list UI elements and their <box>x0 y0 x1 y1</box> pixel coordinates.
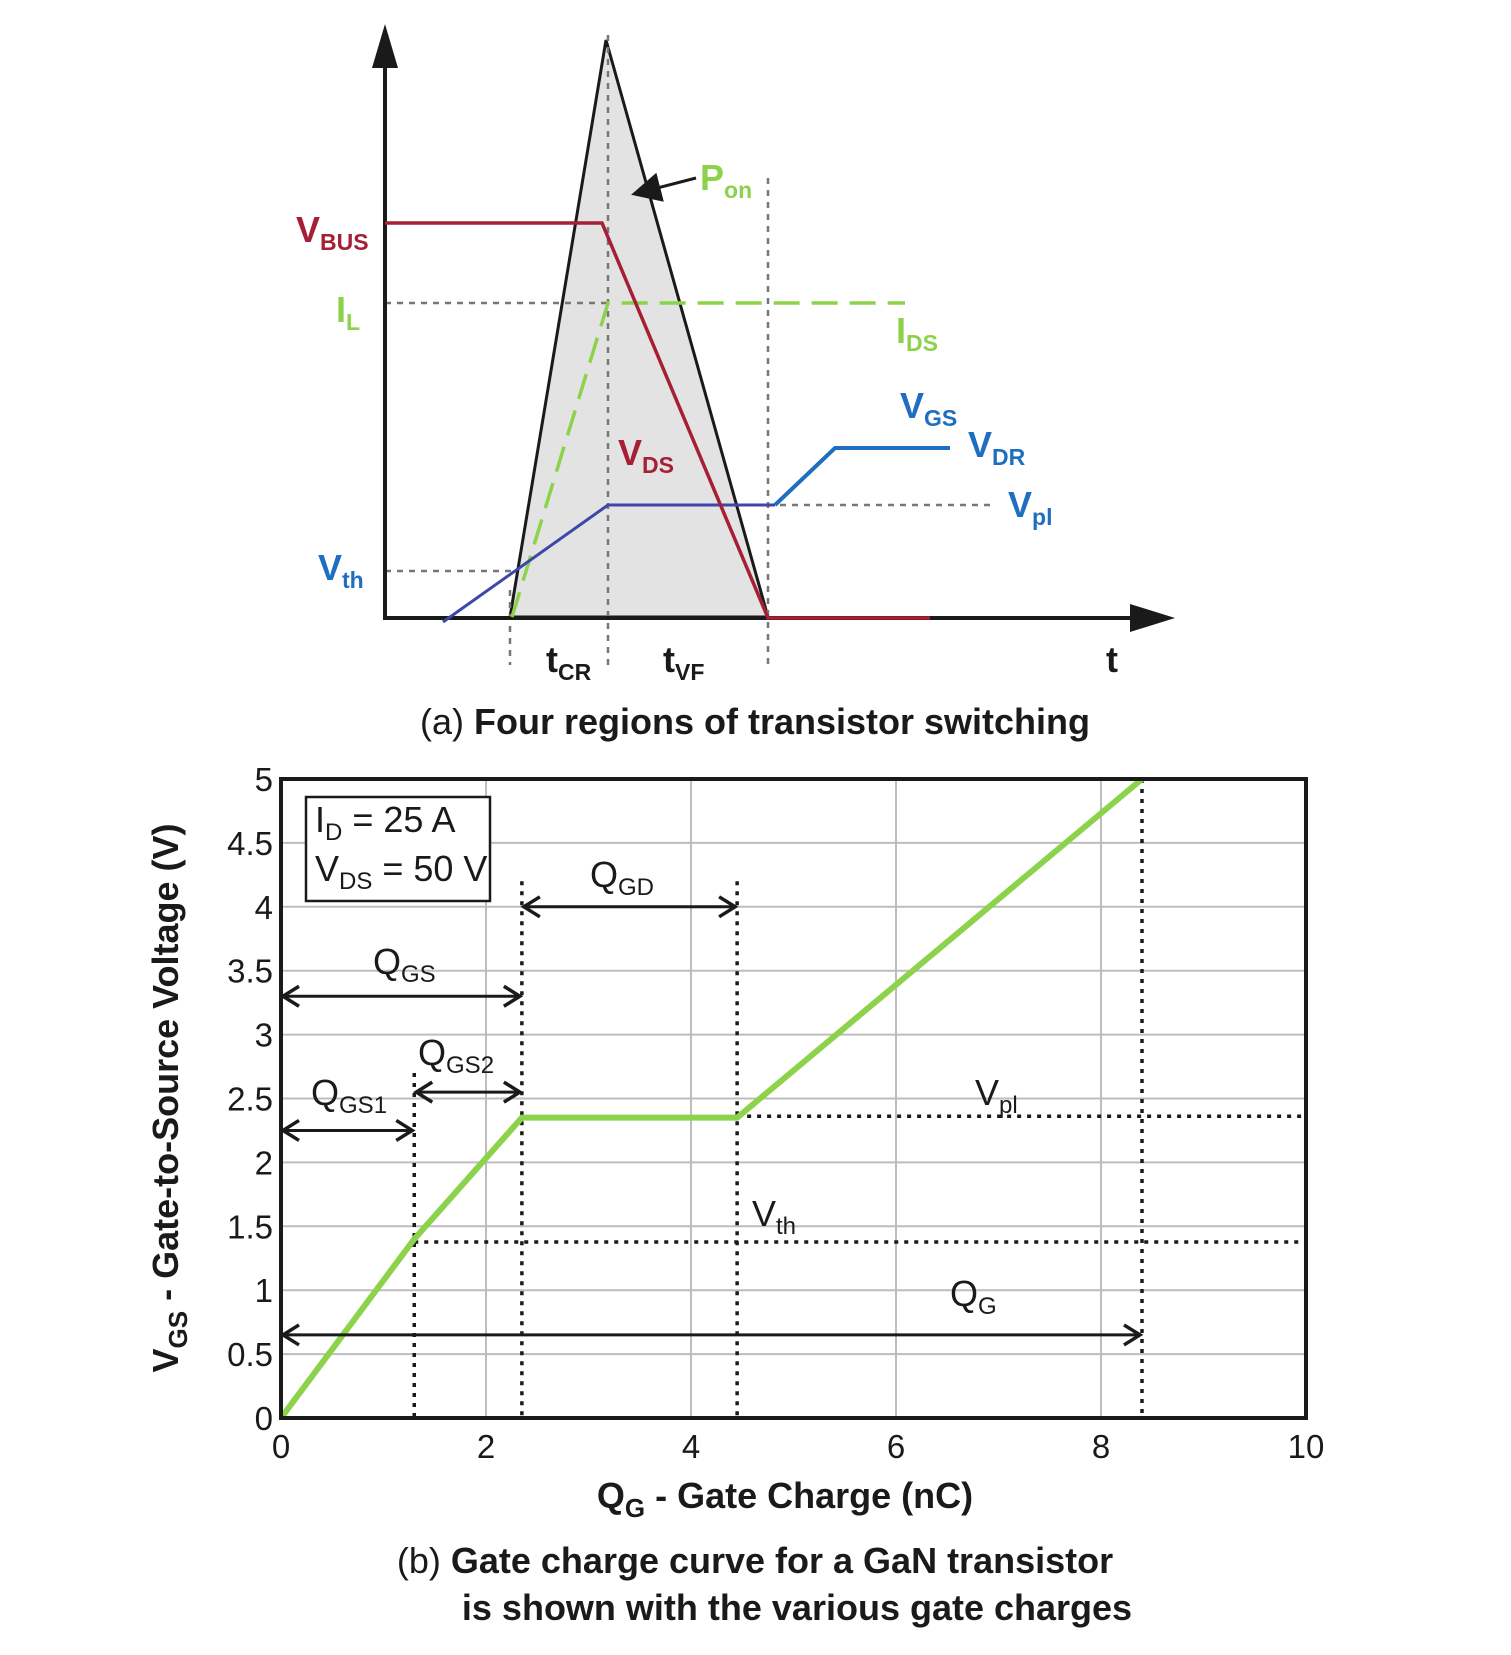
y-tick-label: 2 <box>255 1144 273 1181</box>
ids-curve <box>510 301 905 618</box>
y-tick-label: 1.5 <box>227 1208 273 1245</box>
x-ticks: 0 2 4 6 8 10 <box>272 1428 1325 1465</box>
qgs1-arrow <box>279 1118 416 1142</box>
label-ids: IDS <box>896 310 938 356</box>
y-tick-label: 4.5 <box>227 825 273 862</box>
y-tick-label: 4 <box>255 889 273 926</box>
label-qgs: QGS <box>373 941 436 988</box>
x-tick-label: 4 <box>682 1428 700 1465</box>
label-vpl-a: Vpl <box>1008 484 1052 530</box>
cond-id: ID = 25 A <box>315 799 455 846</box>
y-axis-label: VGS - Gate-to-Source Voltage (V) <box>145 824 193 1373</box>
panel-a-guides <box>385 35 995 665</box>
label-il: IL <box>336 289 360 335</box>
label-tcr: tCR <box>546 639 592 685</box>
label-vds: VDS <box>618 432 674 478</box>
caption-b-line1: (b) Gate charge curve for a GaN transist… <box>397 1540 1113 1581</box>
x-tick-label: 2 <box>477 1428 495 1465</box>
qgd-arrow <box>520 895 739 919</box>
vgs-curve-high <box>773 446 950 507</box>
conditions-box: ID = 25 A VDS = 50 V <box>304 795 492 903</box>
caption-b-line2: is shown with the various gate charges <box>462 1587 1132 1628</box>
panel-a: VBUS IL Pon IDS VGS VDR VDS Vpl Vth tCR … <box>296 24 1175 742</box>
y-tick-label: 1 <box>255 1272 273 1309</box>
caption-a: (a) Four regions of transistor switching <box>420 701 1090 742</box>
y-tick-label: 3 <box>255 1017 273 1054</box>
vds-curve <box>385 221 930 620</box>
panel-b: 0 2 4 6 8 10 0 0.5 1 1.5 2 2.5 3 3.5 4 4.5 5 ID = 25 A … <box>145 761 1324 1628</box>
qg-arrow <box>279 1323 1144 1347</box>
y-tick-label: 2.5 <box>227 1081 273 1118</box>
qgs2-arrow <box>412 1080 524 1104</box>
y-tick-label: 5 <box>255 761 273 798</box>
y-ticks: 0 0.5 1 1.5 2 2.5 3 3.5 4 4.5 5 <box>227 761 273 1437</box>
x-axis-label: QG - Gate Charge (nC) <box>597 1475 973 1523</box>
label-qg: QG <box>950 1273 997 1320</box>
qgs-arrow <box>279 984 524 1008</box>
label-t: t <box>1106 639 1118 680</box>
gate-charge-curve <box>278 776 1144 1420</box>
cond-vds: VDS = 50 V <box>315 848 487 895</box>
x-tick-label: 10 <box>1288 1428 1325 1465</box>
x-tick-label: 6 <box>887 1428 905 1465</box>
pon-triangle <box>508 39 770 619</box>
reference-lines <box>412 779 1306 1418</box>
label-vth-a: Vth <box>318 547 364 593</box>
label-vdr: VDR <box>968 424 1026 470</box>
panel-a-x-arrow-icon <box>1130 604 1175 632</box>
panel-a-y-arrow-icon <box>372 24 398 68</box>
label-vpl-b: Vpl <box>975 1072 1018 1119</box>
label-tvf: tVF <box>663 639 704 685</box>
label-vth-b: Vth <box>752 1193 796 1240</box>
y-tick-label: 0 <box>255 1400 273 1437</box>
label-qgs1: QGS1 <box>311 1072 387 1119</box>
label-pon: Pon <box>700 157 752 203</box>
y-tick-label: 3.5 <box>227 953 273 990</box>
label-qgd: QGD <box>590 854 654 901</box>
y-tick-label: 0.5 <box>227 1336 273 1373</box>
charge-arrows <box>279 895 1144 1347</box>
plot-frame <box>279 777 1308 1420</box>
label-vgs: VGS <box>900 385 957 431</box>
x-tick-label: 0 <box>272 1428 290 1465</box>
label-vbus: VBUS <box>296 209 369 255</box>
pon-arrow <box>631 172 697 202</box>
label-qgs2: QGS2 <box>418 1032 494 1079</box>
x-tick-label: 8 <box>1092 1428 1110 1465</box>
